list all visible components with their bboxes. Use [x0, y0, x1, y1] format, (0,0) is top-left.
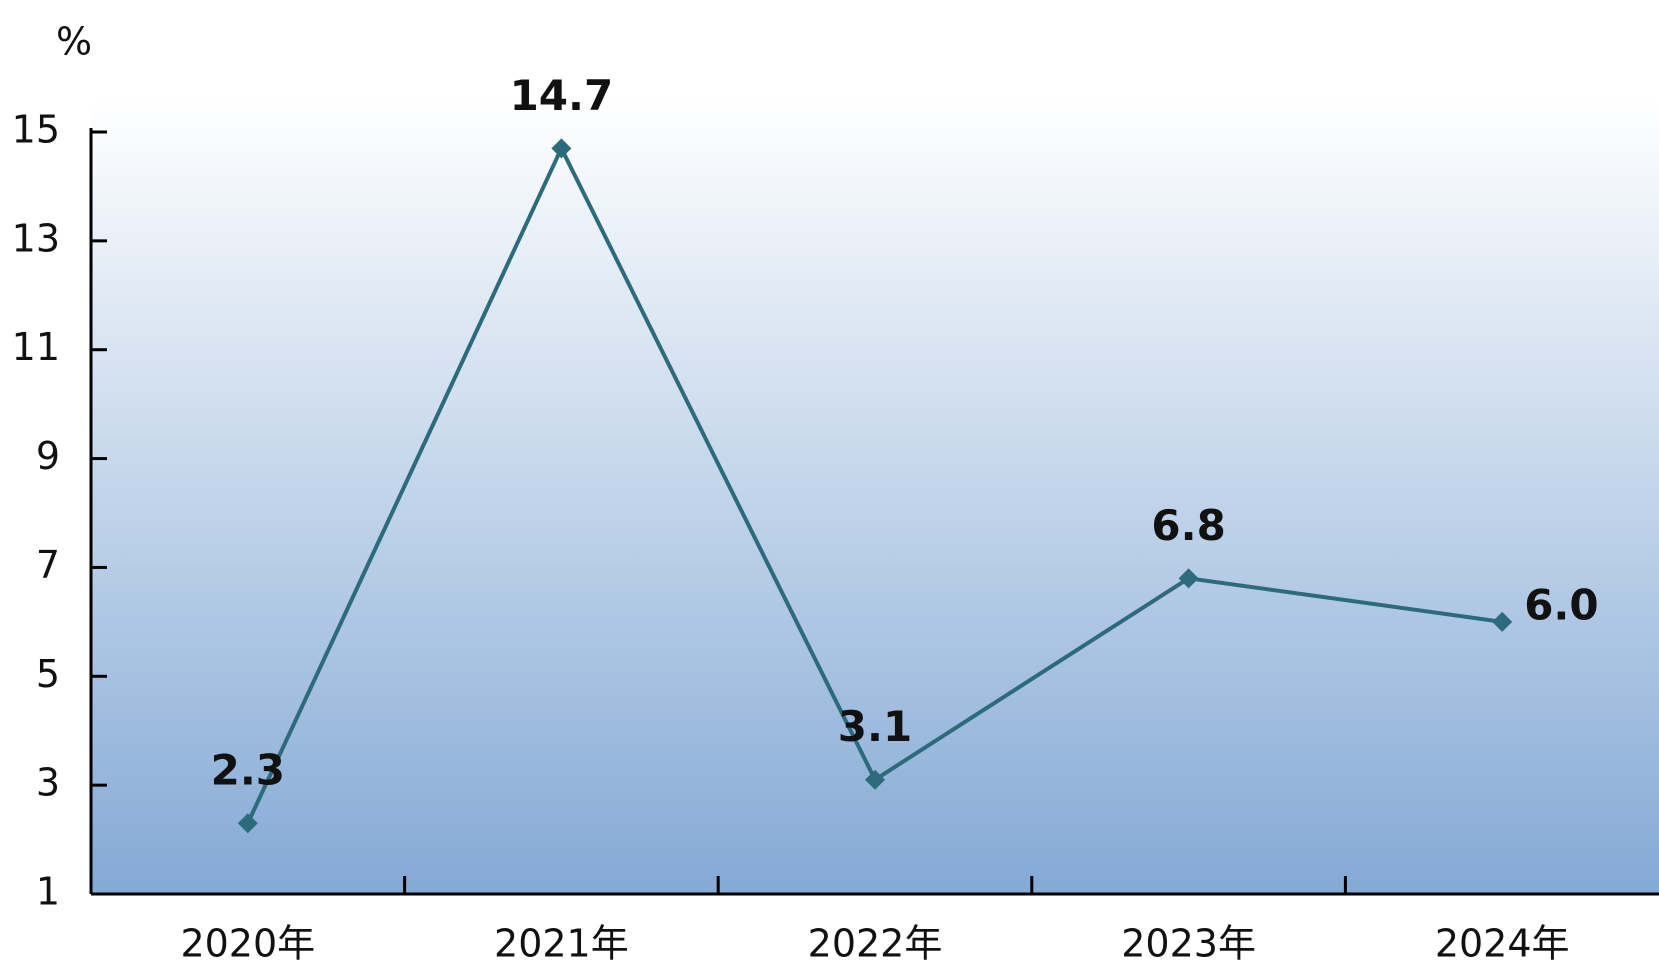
- x-tick-label: 2021年: [494, 922, 629, 966]
- marker: [237, 813, 258, 834]
- data-label: 2.3: [211, 746, 285, 795]
- marker: [1178, 568, 1199, 589]
- data-label: 6.0: [1524, 580, 1598, 629]
- y-tick-label: 7: [36, 543, 60, 587]
- y-tick-label: 13: [12, 216, 60, 260]
- y-tick-label: 9: [36, 434, 60, 478]
- marker: [551, 138, 572, 159]
- data-label: 6.8: [1151, 501, 1225, 550]
- x-tick-label: 2020年: [180, 922, 315, 966]
- marker: [865, 769, 885, 790]
- y-tick-label: 5: [36, 652, 60, 696]
- y-tick-label: 11: [12, 325, 60, 369]
- plot-background: [91, 100, 1659, 894]
- data-label: 14.7: [510, 71, 614, 120]
- x-tick-label: 2023年: [1121, 922, 1256, 966]
- y-tick-label: 3: [36, 761, 60, 805]
- marker: [1492, 611, 1513, 632]
- data-label: 3.1: [838, 702, 912, 751]
- y-tick-label: 1: [36, 870, 60, 914]
- y-tick-label: 15: [12, 108, 60, 152]
- y-axis-label: %: [56, 20, 92, 64]
- x-tick-label: 2022年: [808, 922, 943, 966]
- x-tick-label: 2024年: [1435, 922, 1570, 966]
